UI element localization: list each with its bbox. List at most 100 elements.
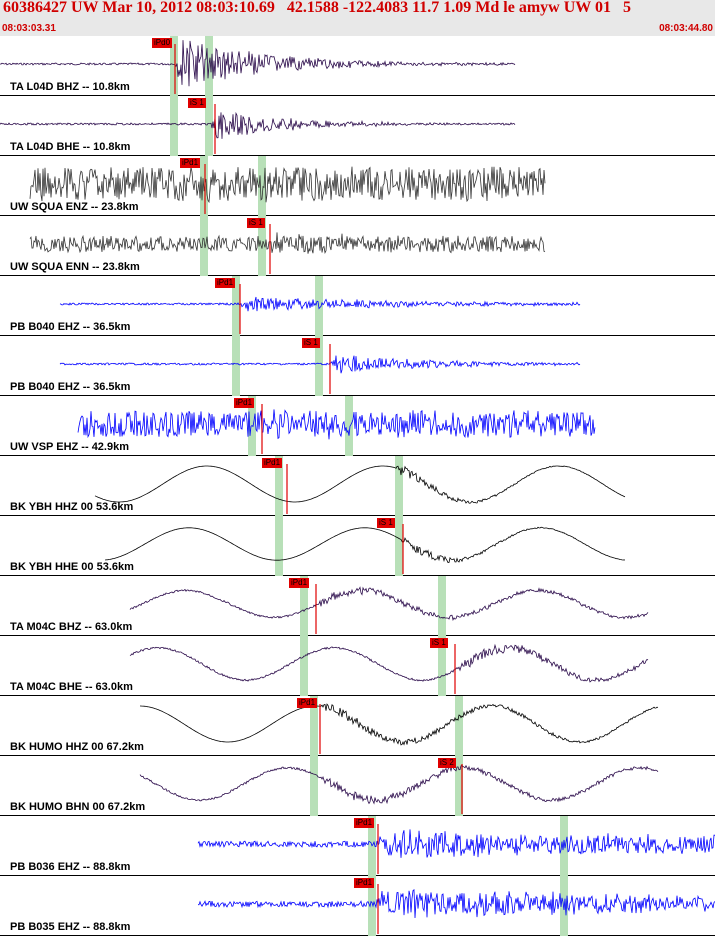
waveform-trace — [139, 764, 659, 805]
waveform-canvas — [140, 696, 659, 756]
waveform-canvas — [0, 36, 516, 96]
pick-label[interactable]: iPd1 — [262, 458, 283, 468]
station-label: PB B036 EHZ -- 88.8km — [10, 861, 131, 873]
waveform-canvas — [59, 276, 581, 336]
analysis-window — [395, 456, 403, 516]
analysis-window — [368, 876, 376, 936]
waveform-trace — [140, 703, 659, 746]
trace-row[interactable]: iPd1 PB B040 EHZ -- 36.5km — [0, 276, 715, 336]
analysis-window — [438, 576, 446, 636]
analysis-window — [310, 756, 318, 816]
pick-label[interactable]: iPd1 — [215, 278, 236, 288]
trace-row[interactable]: iPd1 PB B035 EHZ -- 88.8km — [0, 876, 715, 936]
station-label: TA M04C BHE -- 63.0km — [10, 681, 133, 693]
waveform-canvas — [129, 636, 649, 696]
trace-row[interactable]: iPd1 UW SQUA ENZ -- 23.8km — [0, 156, 715, 216]
analysis-window — [560, 816, 568, 876]
analysis-window — [232, 276, 240, 336]
waveform-canvas — [77, 396, 596, 456]
trace-row[interactable]: iS 1 BK YBH HHE 00 53.6km — [0, 516, 715, 576]
waveform-canvas — [29, 216, 546, 276]
waveform-trace — [77, 409, 596, 440]
pick-label[interactable]: iPd1 — [234, 398, 255, 408]
waveform-canvas — [129, 576, 649, 636]
waveform-trace — [0, 40, 516, 87]
waveform-trace — [198, 888, 715, 919]
analysis-window — [275, 516, 283, 576]
analysis-window — [315, 336, 323, 396]
waveform-trace — [104, 526, 626, 564]
analysis-window — [455, 696, 463, 756]
analysis-window — [200, 216, 208, 276]
trace-row[interactable]: iS 2 BK HUMO BHN 00 67.2km — [0, 756, 715, 816]
waveform-canvas — [29, 156, 546, 216]
pick-label[interactable]: iS 2 — [438, 758, 456, 768]
waveform-canvas — [94, 456, 626, 516]
pick-label[interactable]: iS 1 — [430, 638, 448, 648]
pick-label[interactable]: iPd1 — [289, 578, 310, 588]
start-time: 08:03:03.31 — [2, 23, 56, 34]
analysis-window — [170, 96, 178, 156]
station-label: TA L04D BHE -- 10.8km — [10, 141, 131, 153]
station-label: BK YBH HHZ 00 53.6km — [10, 501, 134, 513]
waveform-canvas — [104, 516, 626, 576]
analysis-window — [258, 156, 266, 216]
pick-label[interactable]: iS 1 — [247, 218, 265, 228]
station-label: BK HUMO BHN 00 67.2km — [10, 801, 146, 813]
station-label: TA L04D BHZ -- 10.8km — [10, 81, 130, 93]
event-title: 60386427 UW Mar 10, 2012 08:03:10.69 42.… — [3, 0, 631, 16]
pick-label[interactable]: iPd0 — [152, 38, 173, 48]
analysis-window — [300, 636, 308, 696]
event-header: 60386427 UW Mar 10, 2012 08:03:10.69 42.… — [0, 0, 715, 36]
waveform-trace — [29, 166, 546, 204]
trace-row[interactable]: iPd1 BK HUMO HHZ 00 67.2km — [0, 696, 715, 756]
waveform-trace — [129, 643, 649, 683]
trace-row[interactable]: iPd1 PB B036 EHZ -- 88.8km — [0, 816, 715, 876]
waveform-trace — [59, 296, 581, 312]
waveform-trace — [129, 586, 649, 621]
pick-label[interactable]: iS 1 — [188, 98, 206, 108]
waveform-canvas — [139, 756, 659, 816]
analysis-window — [275, 456, 283, 516]
waveform-canvas — [0, 96, 516, 156]
station-label: BK HUMO HHZ 00 67.2km — [10, 741, 144, 753]
pick-label[interactable]: iS 1 — [302, 338, 320, 348]
analysis-window — [438, 636, 446, 696]
station-label: PB B040 EHZ -- 36.5km — [10, 381, 131, 393]
analysis-window — [232, 336, 240, 396]
analysis-window — [310, 696, 318, 756]
waveform-trace — [59, 355, 581, 374]
trace-row[interactable]: iPd1 TA M04C BHZ -- 63.0km — [0, 576, 715, 636]
pick-label[interactable]: iPd1 — [354, 818, 375, 828]
trace-row[interactable]: iPd1 UW VSP EHZ -- 42.9km — [0, 396, 715, 456]
analysis-window — [345, 396, 353, 456]
station-label: BK YBH HHE 00 53.6km — [10, 561, 134, 573]
waveform-trace — [0, 111, 516, 139]
waveform-canvas — [59, 336, 581, 396]
trace-row[interactable]: iS 1 TA M04C BHE -- 63.0km — [0, 636, 715, 696]
pick-label[interactable]: iPd1 — [354, 878, 375, 888]
analysis-window — [395, 516, 403, 576]
analysis-window — [300, 576, 308, 636]
pick-label[interactable]: iPd1 — [180, 158, 201, 168]
trace-row[interactable]: iS 1 UW SQUA ENN -- 23.8km — [0, 216, 715, 276]
waveform-canvas — [197, 816, 715, 876]
waveform-trace — [197, 829, 715, 858]
trace-row[interactable]: iPd0 TA L04D BHZ -- 10.8km — [0, 36, 715, 96]
trace-row[interactable]: iPd1 BK YBH HHZ 00 53.6km — [0, 456, 715, 516]
pick-label[interactable]: iPd1 — [297, 698, 318, 708]
station-label: PB B040 EHZ -- 36.5km — [10, 321, 131, 333]
station-label: UW VSP EHZ -- 42.9km — [10, 441, 129, 453]
pick-label[interactable]: iS 1 — [377, 518, 395, 528]
trace-row[interactable]: iS 1 TA L04D BHE -- 10.8km — [0, 96, 715, 156]
end-time: 08:03:44.80 — [659, 23, 713, 34]
station-label: TA M04C BHZ -- 63.0km — [10, 621, 133, 633]
waveform-trace — [29, 232, 546, 254]
station-label: PB B035 EHZ -- 88.8km — [10, 921, 131, 933]
analysis-window — [205, 96, 213, 156]
trace-row[interactable]: iS 1 PB B040 EHZ -- 36.5km — [0, 336, 715, 396]
seismogram-panel: iPd0 TA L04D BHZ -- 10.8km iS 1 TA L04D BHE… — [0, 36, 715, 938]
analysis-window — [455, 756, 463, 816]
station-label: UW SQUA ENN -- 23.8km — [10, 261, 140, 273]
waveform-trace — [94, 465, 626, 504]
